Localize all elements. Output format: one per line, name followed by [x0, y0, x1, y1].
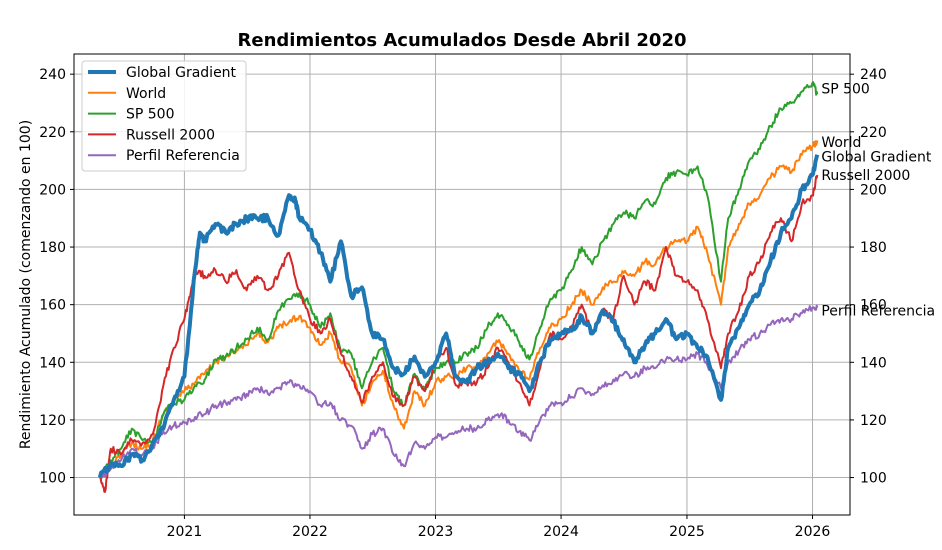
end-label-perfil-referencia: Perfil Referencia: [821, 303, 935, 319]
x-tick-label: 2022: [292, 524, 328, 540]
end-label-russell-2000: Russell 2000: [821, 168, 910, 184]
legend-label: Perfil Referencia: [126, 148, 240, 164]
y2-tick-label: 160: [860, 298, 887, 314]
end-label-sp-500: SP 500: [821, 82, 870, 98]
chart-title: Rendimientos Acumulados Desde Abril 2020: [238, 30, 687, 51]
y-axis-label: Rendimiento Acumulado (comenzando en 100…: [18, 120, 34, 449]
legend-label: Global Gradient: [126, 65, 237, 81]
y2-tick-label: 200: [860, 182, 887, 198]
x-tick-label: 2026: [795, 524, 831, 540]
y2-tick-label: 100: [860, 471, 887, 487]
y2-tick-label: 220: [860, 125, 887, 141]
series-line-global-gradient: [97, 154, 820, 479]
y-tick-label: 100: [39, 471, 66, 487]
y-tick-label: 160: [39, 298, 66, 314]
axes: 100 100 120 120 140 140 160 160 180 180 200 200 220 2…: [39, 67, 886, 540]
y2-tick-label: 240: [860, 67, 887, 83]
y-tick-label: 220: [39, 125, 66, 141]
x-tick-label: 2025: [669, 524, 705, 540]
x-tick-label: 2021: [167, 524, 203, 540]
plot-frame: [73, 53, 851, 516]
end-label-world: World: [821, 135, 861, 151]
y2-tick-label: 180: [860, 240, 887, 256]
y-tick-label: 180: [39, 240, 66, 256]
x-tick-label: 2024: [543, 524, 579, 540]
series-lines: [97, 81, 820, 493]
y2-tick-label: 120: [860, 413, 887, 429]
grid-lines: [74, 54, 850, 515]
x-tick-label: 2023: [418, 524, 454, 540]
end-label-global-gradient: Global Gradient: [821, 149, 932, 165]
legend-label: SP 500: [126, 107, 175, 123]
legend: Global Gradient World SP 500 Russell 2000 Pe…: [81, 60, 247, 172]
series-line-russell-2000: [99, 174, 819, 493]
series-line-sp-500: [99, 81, 819, 480]
y-tick-label: 140: [39, 355, 66, 371]
y-tick-label: 120: [39, 413, 66, 429]
legend-label: World: [126, 86, 166, 102]
series-line-world: [98, 140, 819, 478]
legend-box: [81, 60, 247, 172]
y2-tick-label: 140: [860, 355, 887, 371]
legend-label: Russell 2000: [126, 127, 215, 143]
y-tick-label: 200: [39, 182, 66, 198]
y-tick-label: 240: [39, 67, 66, 83]
